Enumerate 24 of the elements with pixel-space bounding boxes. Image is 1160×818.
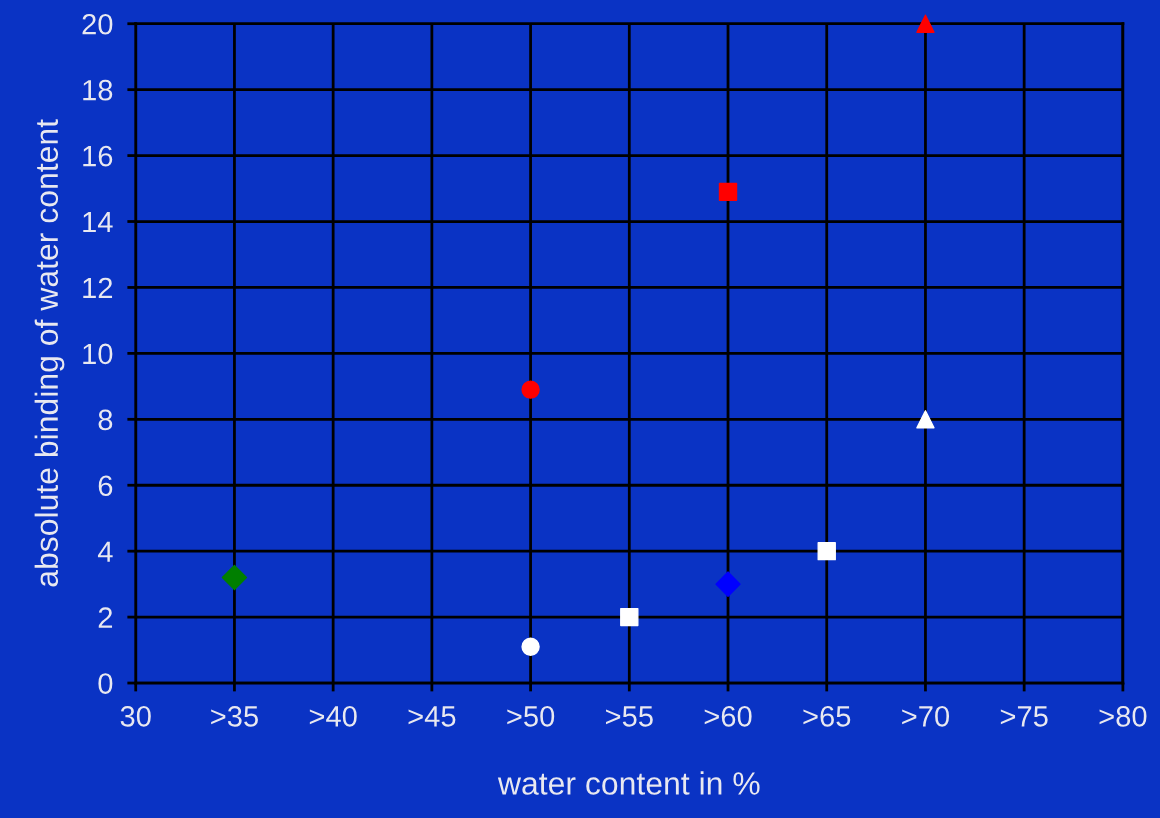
y-tick-label: 16	[83, 145, 113, 167]
x-tick-label: >35	[211, 706, 258, 727]
y-tick-label: 12	[83, 277, 113, 299]
y-tick-label: 20	[82, 13, 113, 35]
x-tick-label: >55	[606, 706, 653, 727]
y-tick-label: 14	[83, 212, 113, 233]
x-tick-label: >65	[803, 706, 851, 727]
x-axis-title: water content in %	[497, 771, 760, 795]
x-tick-label: >45	[408, 706, 456, 727]
y-tick-label: 6	[98, 475, 113, 497]
x-tick-label: >70	[902, 706, 950, 727]
x-tick-label: >40	[309, 706, 357, 727]
x-tick-label: >50	[507, 706, 555, 727]
y-tick-label: 2	[98, 607, 113, 628]
y-tick-label: 4	[97, 541, 113, 562]
y-tick-label: 10	[83, 343, 113, 365]
x-tick-label: >60	[704, 706, 752, 727]
x-tick-label: 30	[120, 706, 151, 727]
y-axis-title: absolute binding of water content	[34, 119, 65, 587]
x-tick-label: >75	[1000, 706, 1048, 727]
y-tick-label: 0	[98, 673, 113, 694]
x-tick-label: >80	[1099, 706, 1147, 727]
y-tick-label: 8	[98, 409, 113, 431]
y-tick-label: 18	[83, 79, 113, 101]
